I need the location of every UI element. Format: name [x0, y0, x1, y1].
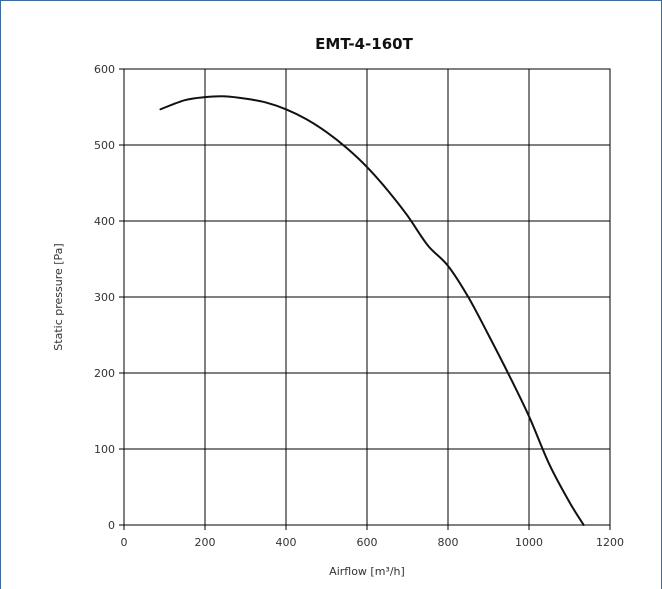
y-tick-label: 0	[108, 519, 115, 532]
y-tick-label: 600	[94, 63, 115, 76]
y-tick-label: 100	[94, 443, 115, 456]
y-tick-label: 300	[94, 291, 115, 304]
x-tick-label: 600	[357, 536, 378, 549]
x-tick-label: 800	[438, 536, 459, 549]
y-tick-label: 500	[94, 139, 115, 152]
x-tick-label: 1000	[515, 536, 543, 549]
x-tick-label: 0	[121, 536, 128, 549]
pressure-curve	[159, 95, 585, 526]
chart-title: EMT-4-160T	[315, 35, 413, 53]
x-tick-label: 400	[276, 536, 297, 549]
y-tick-label: 200	[94, 367, 115, 380]
y-axis-label: Static pressure [Pa]	[52, 243, 65, 350]
series-layer	[159, 95, 585, 526]
x-axis-ticks: 0 200 400 600 800 1000 1200	[121, 525, 624, 549]
x-tick-label: 200	[195, 536, 216, 549]
grid	[123, 68, 611, 526]
x-axis-label: Airflow [m³/h]	[329, 565, 405, 578]
y-tick-label: 400	[94, 215, 115, 228]
y-axis-ticks: 0 100 200 300 400 500 600	[94, 63, 124, 532]
x-tick-label: 1200	[596, 536, 624, 549]
